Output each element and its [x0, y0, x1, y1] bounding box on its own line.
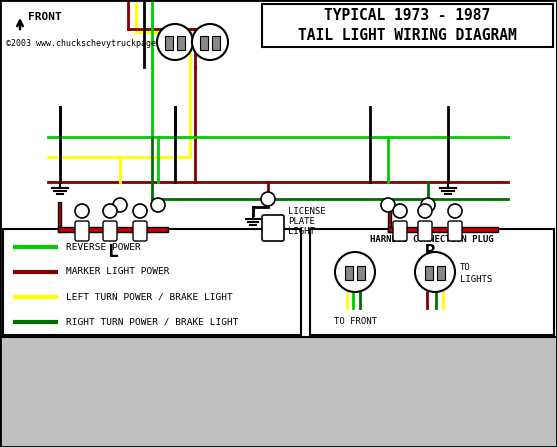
- Circle shape: [151, 198, 165, 212]
- Text: REVERSE POWER: REVERSE POWER: [66, 243, 141, 252]
- Text: LIGHT: LIGHT: [288, 227, 315, 236]
- FancyBboxPatch shape: [448, 221, 462, 241]
- Bar: [357, 266, 365, 280]
- Bar: [262, 4, 553, 47]
- Text: LICENSE: LICENSE: [288, 207, 326, 215]
- Bar: [3, 229, 301, 335]
- Text: FRONT: FRONT: [28, 12, 62, 22]
- Bar: [388, 227, 498, 232]
- Text: TO FRONT: TO FRONT: [334, 316, 377, 325]
- Text: RIGHT TURN POWER / BRAKE LIGHT: RIGHT TURN POWER / BRAKE LIGHT: [66, 317, 238, 326]
- Text: L: L: [108, 243, 119, 261]
- FancyBboxPatch shape: [75, 221, 89, 241]
- FancyBboxPatch shape: [133, 221, 147, 241]
- Bar: [58, 227, 168, 232]
- Circle shape: [421, 198, 435, 212]
- Circle shape: [157, 24, 193, 60]
- Text: LIGHTS: LIGHTS: [460, 274, 492, 283]
- FancyBboxPatch shape: [103, 221, 117, 241]
- Text: LEFT TURN POWER / BRAKE LIGHT: LEFT TURN POWER / BRAKE LIGHT: [66, 292, 233, 301]
- Circle shape: [448, 204, 462, 218]
- Text: TYPICAL 1973 - 1987: TYPICAL 1973 - 1987: [324, 8, 491, 23]
- Text: ©2003 www.chuckschevytruckpages.com: ©2003 www.chuckschevytruckpages.com: [6, 38, 181, 47]
- Bar: [177, 36, 185, 50]
- Bar: [437, 266, 445, 280]
- Circle shape: [133, 204, 147, 218]
- FancyBboxPatch shape: [393, 221, 407, 241]
- Bar: [388, 202, 391, 232]
- Text: TAIL LIGHT WIRING DIAGRAM: TAIL LIGHT WIRING DIAGRAM: [298, 28, 517, 43]
- Text: PLATE: PLATE: [288, 216, 315, 225]
- Circle shape: [113, 198, 127, 212]
- Text: HARNESS CONNECTION PLUG: HARNESS CONNECTION PLUG: [370, 235, 494, 244]
- Circle shape: [75, 204, 89, 218]
- Circle shape: [103, 204, 117, 218]
- FancyBboxPatch shape: [262, 215, 284, 241]
- Bar: [58, 202, 61, 232]
- Circle shape: [335, 252, 375, 292]
- Circle shape: [192, 24, 228, 60]
- Bar: [212, 36, 220, 50]
- Text: R: R: [424, 243, 436, 261]
- Text: MARKER LIGHT POWER: MARKER LIGHT POWER: [66, 267, 169, 277]
- Circle shape: [261, 192, 275, 206]
- FancyBboxPatch shape: [418, 221, 432, 241]
- Circle shape: [393, 204, 407, 218]
- Bar: [345, 266, 353, 280]
- Bar: [165, 36, 173, 50]
- Circle shape: [418, 204, 432, 218]
- Bar: [425, 266, 433, 280]
- Circle shape: [415, 252, 455, 292]
- Bar: [0, 0, 557, 337]
- Circle shape: [381, 198, 395, 212]
- Bar: [200, 36, 208, 50]
- Bar: [310, 229, 554, 335]
- Text: TO: TO: [460, 262, 471, 271]
